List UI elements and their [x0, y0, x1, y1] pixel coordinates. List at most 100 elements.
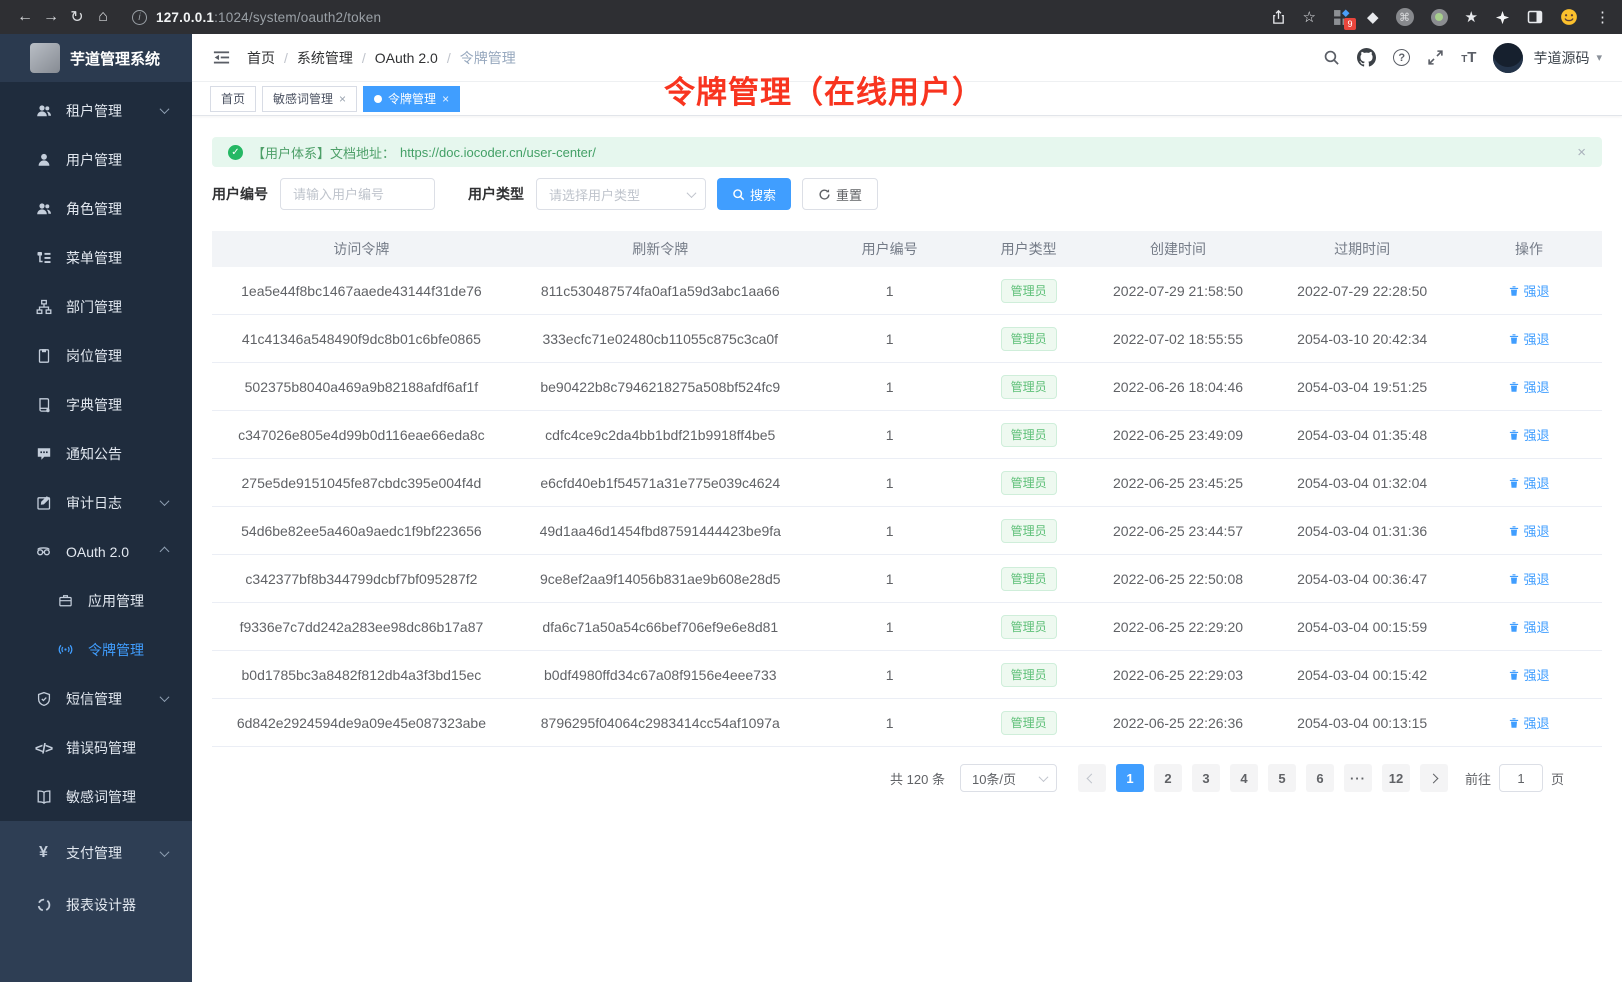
col-actions: 操作 [1514, 241, 1543, 257]
sidebar-item-pay[interactable]: ¥ 支付管理 [0, 827, 192, 879]
github-icon[interactable] [1357, 48, 1377, 67]
sidebar-item-oauth2-token[interactable]: 令牌管理 [0, 625, 192, 674]
next-page-button[interactable] [1419, 764, 1448, 792]
force-logout-button[interactable]: 强退 [1508, 425, 1549, 444]
avatar[interactable] [1493, 42, 1524, 73]
user-icon [34, 152, 53, 168]
page-button-12[interactable]: 12 [1381, 764, 1410, 792]
page-button-2[interactable]: 2 [1153, 764, 1182, 792]
sidebar-item-error-code[interactable]: </> 错误码管理 [0, 723, 192, 772]
access-token-cell: c347026e805e4d99b0d116eae66eda8c [238, 426, 485, 443]
record-extension-icon[interactable] [1430, 8, 1448, 26]
user-type-tag: 管理员 [1000, 278, 1057, 303]
spark-extension-icon[interactable] [1495, 10, 1510, 25]
page-button-4[interactable]: 4 [1229, 764, 1258, 792]
browser-menu-icon[interactable]: ⋮ [1595, 9, 1610, 26]
sidebar-item-report-designer[interactable]: 报表设计器 [0, 879, 192, 931]
force-logout-button[interactable]: 强退 [1508, 569, 1549, 588]
sidebar-item-tenant[interactable]: 租户管理 [0, 86, 192, 135]
close-icon[interactable]: × [442, 91, 450, 106]
search-button-label: 搜索 [750, 187, 777, 203]
page-button-1[interactable]: 1 [1115, 764, 1144, 792]
user-id-input[interactable] [280, 178, 435, 210]
force-logout-button[interactable]: 强退 [1508, 617, 1549, 636]
force-logout-label: 强退 [1523, 716, 1550, 731]
page-button-3[interactable]: 3 [1191, 764, 1220, 792]
breadcrumb-separator: / [446, 49, 451, 66]
site-info-icon[interactable]: i [132, 9, 147, 25]
search-button[interactable]: 搜索 [717, 178, 792, 210]
browser-back-button[interactable]: ← [17, 8, 33, 25]
col-refresh-token: 刷新令牌 [632, 241, 689, 257]
tab-sensitive-word[interactable]: 敏感词管理 × [262, 85, 358, 112]
help-icon[interactable]: ? [1393, 49, 1411, 66]
page-button-5[interactable]: 5 [1267, 764, 1296, 792]
force-logout-button[interactable]: 强退 [1508, 377, 1549, 396]
address-bar[interactable]: i 127.0.0.1:1024/system/oauth2/token [132, 9, 1271, 25]
extension-grid-icon[interactable]: 9 [1333, 8, 1356, 30]
user-type-select[interactable]: 请选择用户类型 [536, 178, 706, 210]
chevron-down-icon [159, 496, 170, 507]
sidebar-item-user[interactable]: 用户管理 [0, 135, 192, 184]
username[interactable]: 芋道源码 [1533, 49, 1590, 66]
sidebar-item-label: 字典管理 [66, 396, 122, 413]
sidebar-item-menu[interactable]: 菜单管理 [0, 233, 192, 282]
tab-token[interactable]: 令牌管理 × [363, 85, 461, 112]
browser-home-button[interactable]: ⌂ [98, 8, 108, 25]
page-button-6[interactable]: 6 [1305, 764, 1334, 792]
sidebar-item-notice[interactable]: 通知公告 [0, 429, 192, 478]
command-extension-icon[interactable]: ⌘ [1395, 8, 1414, 26]
sidebar-item-label: 短信管理 [66, 690, 122, 707]
sidebar-item-dict[interactable]: 字典管理 [0, 380, 192, 429]
table-row: 502375b8040a469a9b82188afdf6af1f be90422… [212, 363, 1602, 411]
force-logout-button[interactable]: 强退 [1508, 713, 1549, 732]
sidebar-collapse-icon[interactable] [212, 48, 231, 67]
force-logout-button[interactable]: 强退 [1508, 665, 1549, 684]
sidebar-toggle-icon[interactable] [1527, 9, 1543, 25]
share-icon[interactable] [1271, 9, 1286, 25]
more-pages-button[interactable]: ··· [1343, 764, 1372, 792]
sidebar-item-role[interactable]: 角色管理 [0, 184, 192, 233]
sidebar-item-label: 应用管理 [88, 592, 144, 609]
sidebar-item-label: 审计日志 [66, 494, 122, 511]
user-type-tag: 管理员 [1000, 710, 1057, 735]
sidebar-item-oauth2[interactable]: OAuth 2.0 [0, 527, 192, 576]
close-icon[interactable]: × [1577, 143, 1586, 161]
browser-reload-button[interactable]: ↻ [70, 9, 84, 26]
app-logo[interactable]: 芋道管理系统 [0, 34, 192, 82]
force-logout-button[interactable]: 强退 [1508, 329, 1549, 348]
access-token-cell: 54d6be82ee5a460a9aedc1f9bf223656 [241, 522, 482, 539]
sidebar-item-oauth2-app[interactable]: 应用管理 [0, 576, 192, 625]
fullscreen-icon[interactable] [1427, 49, 1444, 66]
force-logout-button[interactable]: 强退 [1508, 281, 1549, 300]
search-icon[interactable] [1323, 49, 1340, 66]
sidebar-item-label: 报表设计器 [66, 897, 136, 913]
force-logout-button[interactable]: 强退 [1508, 473, 1549, 492]
sidebar-item-dept[interactable]: 部门管理 [0, 282, 192, 331]
sidebar-item-post[interactable]: 岗位管理 [0, 331, 192, 380]
sidebar-item-sms[interactable]: 短信管理 [0, 674, 192, 723]
doc-link[interactable]: https://doc.iocoder.cn/user-center/ [400, 144, 596, 160]
bookmark-star-icon[interactable]: ☆ [1302, 8, 1316, 26]
page-size-select[interactable]: 10条/页 [959, 764, 1057, 792]
breadcrumb-oauth2[interactable]: OAuth 2.0 [374, 49, 438, 66]
gem-extension-icon[interactable]: ◆ [1367, 8, 1379, 26]
reset-button[interactable]: 重置 [802, 178, 879, 210]
goto-page-input[interactable] [1498, 764, 1543, 792]
tab-home[interactable]: 首页 [210, 85, 257, 112]
sidebar-item-sensitive-word[interactable]: 敏感词管理 [0, 772, 192, 821]
force-logout-button[interactable]: 强退 [1508, 521, 1549, 540]
font-size-icon[interactable]: TT [1461, 48, 1477, 66]
trash-icon [1510, 525, 1519, 536]
refresh-token-cell: dfa6c71a50a54c66bef706ef9e6e8d81 [542, 618, 779, 635]
breadcrumb-home[interactable]: 首页 [247, 49, 275, 66]
breadcrumb-system[interactable]: 系统管理 [296, 49, 353, 66]
browser-forward-button[interactable]: → [43, 8, 59, 25]
table-row: 6d842e2924594de9a09e45e087323abe 8796295… [212, 699, 1602, 747]
topbar: 首页 / 系统管理 / OAuth 2.0 / 令牌管理 ? TT 芋道源码 ▾ [192, 34, 1622, 82]
prev-page-button[interactable] [1077, 764, 1106, 792]
close-icon[interactable]: × [339, 91, 347, 106]
sidebar-item-audit-log[interactable]: 审计日志 [0, 478, 192, 527]
emoji-profile-icon[interactable] [1560, 8, 1578, 26]
star-extension-icon[interactable]: ★ [1464, 8, 1478, 26]
